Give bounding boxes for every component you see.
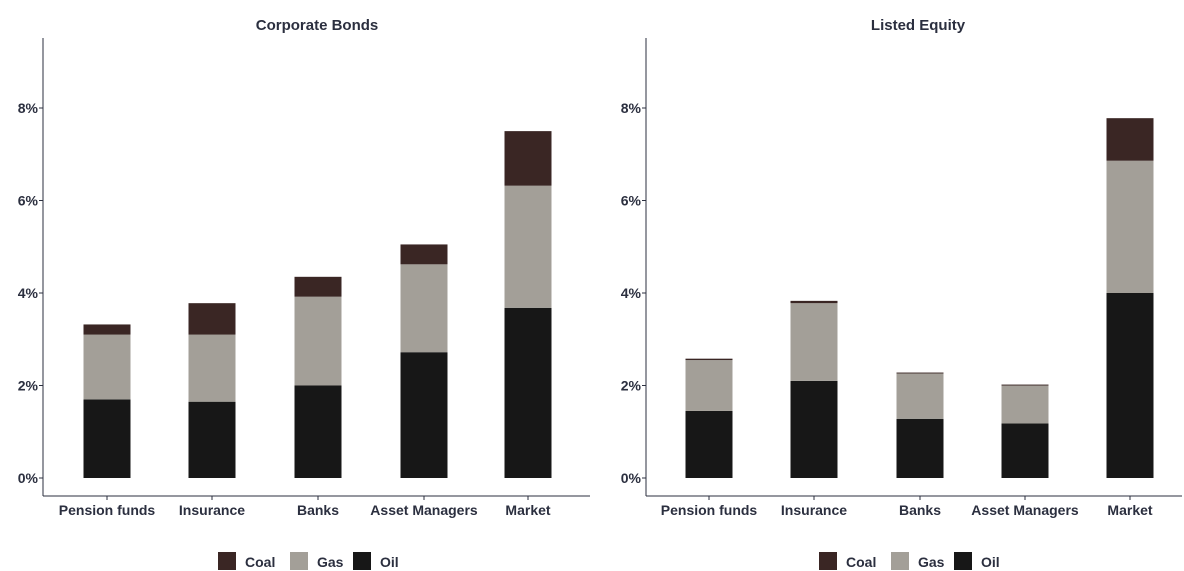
bar-coal-banks bbox=[896, 372, 944, 374]
legend-swatch-oil bbox=[954, 552, 972, 570]
bar-coal-asset-managers bbox=[1001, 384, 1049, 386]
bar-gas-pension-funds bbox=[83, 334, 131, 400]
legend-label-gas: Gas bbox=[317, 554, 344, 570]
chart-title: Listed Equity bbox=[871, 17, 966, 34]
bar-oil-banks bbox=[896, 418, 944, 478]
bar-oil-market bbox=[1106, 293, 1154, 478]
legend-swatch-coal bbox=[218, 552, 236, 570]
legend-swatch-gas bbox=[290, 552, 308, 570]
x-tick-label: Pension funds bbox=[59, 502, 156, 518]
bar-oil-market bbox=[504, 307, 552, 478]
bar-gas-asset-managers bbox=[400, 264, 448, 353]
bar-oil-asset-managers bbox=[1001, 423, 1049, 478]
chart-panel-corporate-bonds: Corporate Bonds 0% 2% 4% 6% 8% Pension funds In… bbox=[18, 17, 590, 570]
y-tick-label: 6% bbox=[621, 193, 642, 209]
bar-gas-banks bbox=[294, 296, 342, 386]
bar-oil-insurance bbox=[790, 380, 838, 478]
x-tick-label: Insurance bbox=[781, 502, 847, 518]
bar-coal-market bbox=[1106, 118, 1154, 161]
bar-oil-pension-funds bbox=[685, 410, 733, 478]
bar-gas-banks bbox=[896, 373, 944, 419]
x-tick-label: Asset Managers bbox=[971, 502, 1079, 518]
bar-gas-insurance bbox=[790, 303, 838, 381]
bar-oil-asset-managers bbox=[400, 352, 448, 478]
x-tick-label: Banks bbox=[297, 502, 339, 518]
legend: Coal Gas Oil bbox=[819, 552, 1000, 570]
legend-swatch-gas bbox=[891, 552, 909, 570]
y-tick-label: 8% bbox=[621, 100, 642, 116]
bar-coal-market bbox=[504, 131, 552, 186]
y-tick-label: 2% bbox=[18, 378, 39, 394]
bar-coal-insurance bbox=[188, 303, 236, 335]
y-tick-label: 8% bbox=[18, 100, 39, 116]
legend: Coal Gas Oil bbox=[218, 552, 399, 570]
legend-label-coal: Coal bbox=[245, 554, 275, 570]
bar-coal-asset-managers bbox=[400, 244, 448, 265]
y-tick-label: 2% bbox=[621, 378, 642, 394]
legend-label-gas: Gas bbox=[918, 554, 945, 570]
x-tick-label: Banks bbox=[899, 502, 941, 518]
bar-gas-pension-funds bbox=[685, 360, 733, 411]
legend-label-oil: Oil bbox=[380, 554, 399, 570]
y-tick-label: 0% bbox=[621, 470, 642, 486]
chart-title: Corporate Bonds bbox=[256, 17, 379, 34]
bar-gas-market bbox=[504, 185, 552, 308]
x-tick-label: Market bbox=[1107, 502, 1152, 518]
bar-coal-pension-funds bbox=[685, 358, 733, 361]
x-tick-label: Pension funds bbox=[661, 502, 758, 518]
bar-oil-insurance bbox=[188, 401, 236, 478]
bar-gas-market bbox=[1106, 160, 1154, 293]
x-tick-label: Asset Managers bbox=[370, 502, 478, 518]
chart-panel-listed-equity: Listed Equity 0% 2% 4% 6% 8% Pension funds Insu… bbox=[621, 17, 1182, 570]
y-tick-label: 0% bbox=[18, 470, 39, 486]
legend-label-oil: Oil bbox=[981, 554, 1000, 570]
y-tick-label: 6% bbox=[18, 193, 39, 209]
bar-oil-banks bbox=[294, 385, 342, 478]
x-tick-label: Insurance bbox=[179, 502, 245, 518]
bar-coal-insurance bbox=[790, 300, 838, 304]
legend-swatch-oil bbox=[353, 552, 371, 570]
y-tick-label: 4% bbox=[621, 285, 642, 301]
bar-oil-pension-funds bbox=[83, 399, 131, 478]
x-tick-label: Market bbox=[505, 502, 550, 518]
legend-label-coal: Coal bbox=[846, 554, 876, 570]
bar-coal-pension-funds bbox=[83, 324, 131, 335]
bar-gas-insurance bbox=[188, 334, 236, 402]
y-tick-label: 4% bbox=[18, 285, 39, 301]
bar-gas-asset-managers bbox=[1001, 385, 1049, 424]
legend-swatch-coal bbox=[819, 552, 837, 570]
bar-coal-banks bbox=[294, 276, 342, 297]
